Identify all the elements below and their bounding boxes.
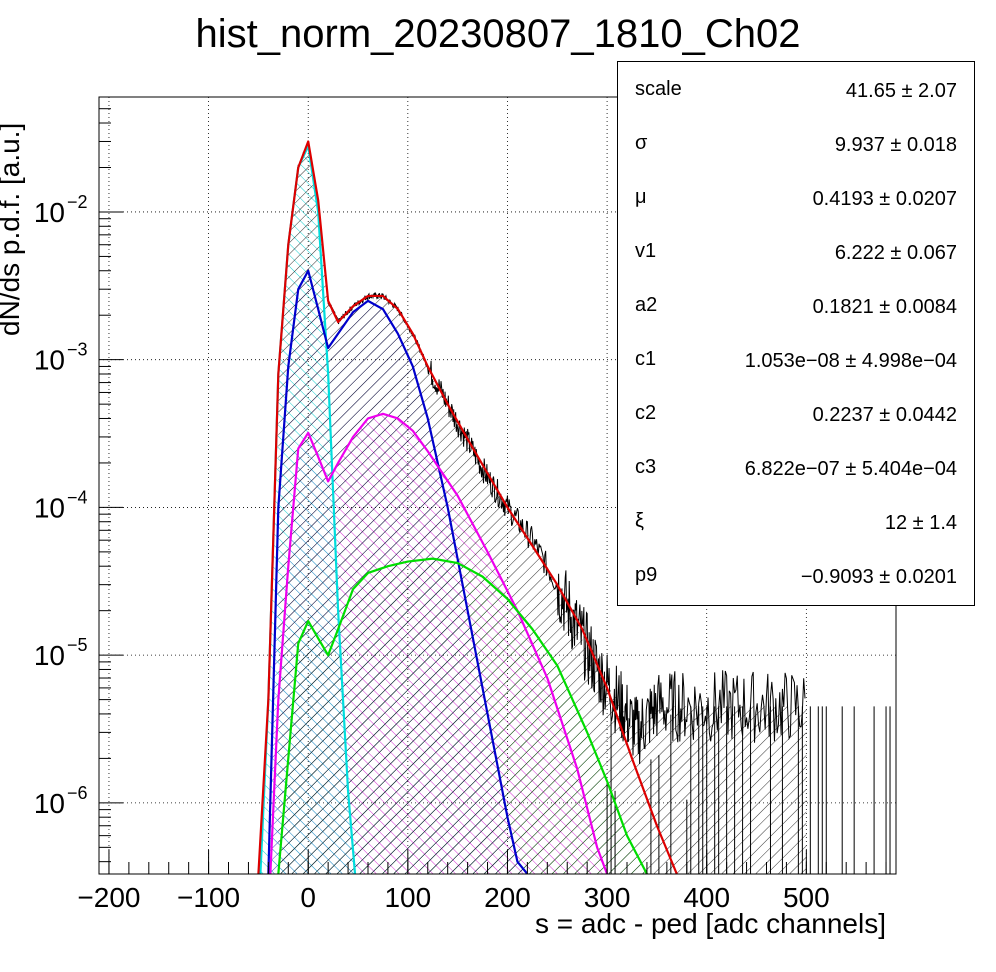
- stat-row: μ 0.4193 ± 0.0207: [618, 170, 974, 224]
- tick-labels: −200 −100 0 100 200 300 400 50010−610−510−410−3…: [34, 192, 830, 913]
- y-axis-label: dN/ds p.d.f. [a.u.]: [0, 122, 25, 336]
- stat-param-value: 6.822e−07 ± 5.404e−04: [744, 458, 957, 480]
- stat-row: c2 0.2237 ± 0.0442: [618, 386, 974, 440]
- series-fill-area: [278, 143, 807, 874]
- y-tick-label: 10: [34, 197, 65, 228]
- hatched-fills: [260, 143, 807, 874]
- fit-curve: [267, 269, 529, 874]
- stat-param-value: −0.9093 ± 0.0201: [800, 566, 957, 588]
- y-tick-exponent: −5: [67, 635, 88, 655]
- x-tick-label: −100: [177, 882, 240, 913]
- stat-param-name: ξ: [635, 510, 644, 532]
- stat-row: scale 41.65 ± 2.07: [618, 62, 974, 116]
- x-tick-label: 100: [384, 882, 431, 913]
- axis-ticks: [99, 96, 887, 874]
- stat-param-value: 6.222 ± 0.067: [834, 242, 957, 264]
- stat-row: c1 1.053e−08 ± 4.998e−04: [618, 332, 974, 386]
- x-tick-label: 400: [683, 882, 730, 913]
- stat-param-name: c2: [635, 402, 657, 424]
- x-tick-label: −200: [77, 882, 140, 913]
- stat-row: a2 0.1821 ± 0.0084: [618, 278, 974, 332]
- stat-param-value: 0.2237 ± 0.0442: [812, 404, 957, 426]
- fit-curve: [257, 140, 678, 874]
- stat-row: p9 −0.9093 ± 0.0201: [618, 548, 974, 602]
- stat-param-value: 12 ± 1.4: [884, 512, 957, 534]
- y-tick-label: 10: [34, 640, 65, 671]
- stat-param-name: scale: [635, 78, 682, 100]
- stat-param-name: a2: [635, 294, 658, 316]
- stat-param-name: μ: [635, 186, 647, 208]
- stat-param-value: 41.65 ± 2.07: [845, 80, 957, 102]
- y-tick-exponent: −4: [67, 487, 88, 507]
- y-tick-label: 10: [34, 345, 65, 376]
- stat-row: σ 9.937 ± 0.018: [618, 116, 974, 170]
- fit-statistics-box: scale 41.65 ± 2.07 σ 9.937 ± 0.018 μ 0.4193 ±…: [617, 61, 975, 606]
- stat-param-name: v1: [635, 240, 657, 262]
- x-tick-label: 200: [484, 882, 531, 913]
- stat-param-name: c3: [635, 456, 657, 478]
- chart-title: hist_norm_20230807_1810_Ch02: [195, 12, 801, 56]
- stat-param-value: 0.4193 ± 0.0207: [812, 188, 957, 210]
- x-tick-label: 300: [584, 882, 631, 913]
- x-tick-label: 500: [783, 882, 830, 913]
- stat-param-value: 9.937 ± 0.018: [834, 134, 957, 156]
- stat-param-value: 0.1821 ± 0.0084: [812, 296, 957, 318]
- series-curves: [257, 140, 891, 874]
- y-tick-label: 10: [34, 788, 65, 819]
- stat-param-name: σ: [635, 132, 648, 154]
- stat-param-name: p9: [635, 564, 658, 586]
- x-axis-label: s = adc - ped [adc channels]: [535, 908, 886, 939]
- x-tick-label: 0: [300, 882, 316, 913]
- stat-row: ξ 12 ± 1.4: [618, 494, 974, 548]
- fit-curve: [269, 412, 609, 874]
- stat-row: v1 6.222 ± 0.067: [618, 224, 974, 278]
- stat-param-name: c1: [635, 348, 657, 370]
- stat-row: c3 6.822e−07 ± 5.404e−04: [618, 440, 974, 494]
- stat-param-value: 1.053e−08 ± 4.998e−04: [744, 350, 957, 372]
- y-tick-label: 10: [34, 492, 65, 523]
- y-tick-exponent: −6: [67, 783, 88, 803]
- fit-curve: [277, 557, 648, 874]
- y-tick-exponent: −2: [67, 192, 88, 212]
- y-tick-exponent: −3: [67, 340, 88, 360]
